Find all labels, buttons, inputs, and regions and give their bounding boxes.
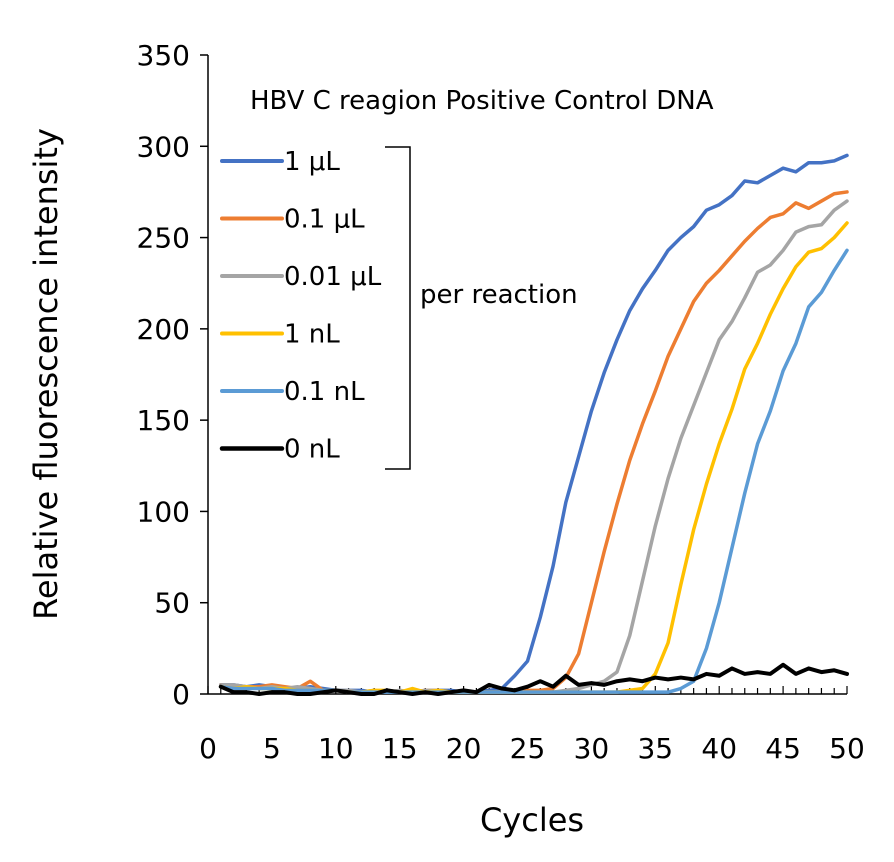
y-tick-label: 300	[137, 130, 190, 163]
series-line-4	[219, 248, 849, 694]
y-tick-label: 100	[137, 495, 190, 528]
y-tick-label: 250	[137, 222, 190, 255]
axes: 0 50 100 150 200 250 300 350 0 5 10 15 20 25 30 35 40 45 5…	[137, 39, 865, 765]
x-tick-label: 0	[199, 732, 217, 765]
y-tick-label: 50	[154, 587, 190, 620]
legend-label-1: 0.1 μL	[284, 205, 365, 235]
legend: 1 μL 0.1 μL 0.01 μL 1 nL 0.1 nL 0 nL	[219, 146, 411, 470]
y-tick-label: 350	[137, 39, 190, 72]
legend-note: per reaction	[420, 280, 578, 310]
x-tick-label: 50	[829, 732, 865, 765]
x-tick-label: 5	[263, 732, 281, 765]
legend-label-3: 1 nL	[284, 320, 340, 350]
y-tick-label: 200	[137, 313, 190, 346]
y-tick-label: 150	[137, 404, 190, 437]
legend-label-4: 0.1 nL	[284, 377, 365, 407]
y-tick-label: 0	[172, 678, 190, 711]
series-line-5	[218, 662, 849, 696]
x-tick-label: 45	[765, 732, 801, 765]
plot-series	[218, 153, 849, 696]
x-tick-label: 30	[574, 732, 610, 765]
x-tick-label: 25	[510, 732, 546, 765]
x-tick-label: 10	[318, 732, 354, 765]
legend-label-0: 1 μL	[284, 147, 340, 177]
x-tick-label: 20	[446, 732, 482, 765]
series-line-0	[219, 153, 849, 694]
x-tick-label: 35	[637, 732, 673, 765]
legend-label-2: 0.01 μL	[284, 262, 382, 292]
legend-bracket	[385, 146, 411, 470]
legend-label-5: 0 nL	[284, 435, 340, 465]
x-axis-title: Cycles	[480, 801, 584, 839]
chart-title: HBV C reagion Positive Control DNA	[250, 86, 714, 116]
x-tick-label: 40	[701, 732, 737, 765]
x-tick-label: 15	[382, 732, 418, 765]
y-axis-title: Relative fluorescence intensity	[27, 128, 65, 620]
